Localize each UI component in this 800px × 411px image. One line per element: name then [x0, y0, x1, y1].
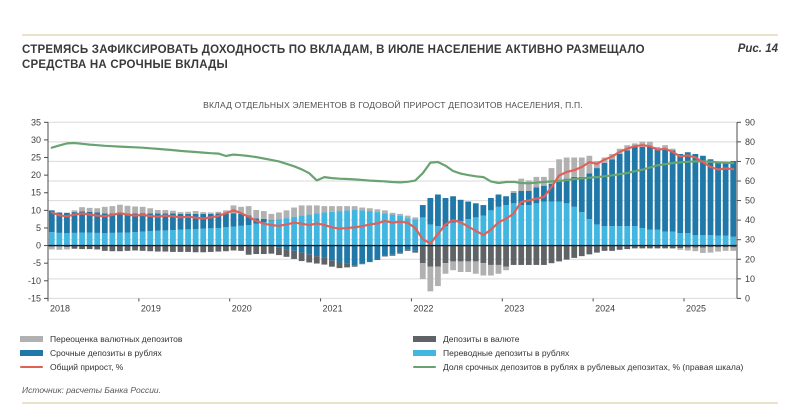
legend-label: Общий прирост, % [50, 362, 124, 372]
svg-text:-5: -5 [33, 258, 41, 268]
svg-text:50: 50 [745, 196, 755, 206]
svg-text:20: 20 [31, 170, 41, 180]
top-divider [22, 34, 778, 36]
legend-item-total-growth: Общий прирост, % [20, 362, 182, 372]
svg-text:-15: -15 [28, 293, 41, 303]
svg-text:70: 70 [745, 156, 755, 166]
transferable-deposits-swatch [413, 350, 436, 356]
legend-item-time-share: Доля срочных депозитов в рублях в рублев… [413, 362, 743, 372]
legend-label: Переоценка валютных депозитов [50, 334, 183, 344]
svg-text:0: 0 [36, 241, 41, 251]
legend-label: Переводные депозиты в рублях [443, 348, 570, 358]
svg-text:2024: 2024 [595, 303, 615, 313]
svg-text:2019: 2019 [141, 303, 161, 313]
svg-text:20: 20 [745, 254, 755, 264]
page-title: СТРЕМЯСЬ ЗАФИКСИРОВАТЬ ДОХОДНОСТЬ ПО ВКЛ… [22, 44, 645, 71]
total-growth-line-swatch [20, 365, 43, 369]
svg-text:60: 60 [745, 176, 755, 186]
svg-text:30: 30 [745, 235, 755, 245]
fx-deposits-swatch [413, 336, 436, 342]
svg-text:35: 35 [31, 117, 41, 127]
svg-text:90: 90 [745, 117, 755, 127]
legend-item-transferable-deposits: Переводные депозиты в рублях [413, 348, 743, 358]
legend-item-fx-deposits: Депозиты в валюте [413, 334, 743, 344]
bottom-divider [22, 402, 778, 404]
legend-column-left: Переоценка валютных депозитов Срочные де… [20, 334, 182, 372]
legend-column-right: Депозиты в валюте Переводные депозиты в … [413, 334, 743, 372]
svg-text:0: 0 [745, 293, 750, 303]
fx-revaluation-swatch [20, 336, 43, 342]
time-deposits-swatch [20, 350, 43, 356]
svg-text:30: 30 [31, 135, 41, 145]
svg-text:10: 10 [745, 274, 755, 284]
legend-label: Депозиты в валюте [443, 334, 520, 344]
svg-text:40: 40 [745, 215, 755, 225]
svg-text:80: 80 [745, 137, 755, 147]
time_share-line [50, 141, 735, 185]
time-share-line-swatch [413, 365, 436, 369]
svg-text:2020: 2020 [232, 303, 252, 313]
svg-text:2022: 2022 [413, 303, 433, 313]
legend-label: Срочные депозиты в рублях [50, 348, 162, 358]
total-line [50, 144, 735, 245]
svg-text:2021: 2021 [323, 303, 343, 313]
svg-text:10: 10 [31, 205, 41, 215]
svg-text:2025: 2025 [686, 303, 706, 313]
svg-text:25: 25 [31, 153, 41, 163]
legend-item-time-deposits: Срочные депозиты в рублях [20, 348, 182, 358]
svg-text:2018: 2018 [50, 303, 70, 313]
svg-text:15: 15 [31, 188, 41, 198]
svg-text:-10: -10 [28, 276, 41, 286]
svg-text:5: 5 [36, 223, 41, 233]
legend-label: Доля срочных депозитов в рублях в рублев… [443, 362, 744, 372]
figure-number-label: Рис. 14 [737, 43, 778, 55]
title-row: СТРЕМЯСЬ ЗАФИКСИРОВАТЬ ДОХОДНОСТЬ ПО ВКЛ… [22, 43, 778, 73]
source-note: Источник: расчеты Банка России. [22, 385, 162, 395]
axes [44, 121, 741, 302]
chart-title: ВКЛАД ОТДЕЛЬНЫХ ЭЛЕМЕНТОВ В ГОДОВОЙ ПРИР… [203, 100, 583, 110]
axis-labels: 35302520151050-5-10-15908070605040302010… [28, 117, 755, 313]
svg-text:2023: 2023 [504, 303, 524, 313]
legend-item-fx-revaluation: Переоценка валютных депозитов [20, 334, 182, 344]
